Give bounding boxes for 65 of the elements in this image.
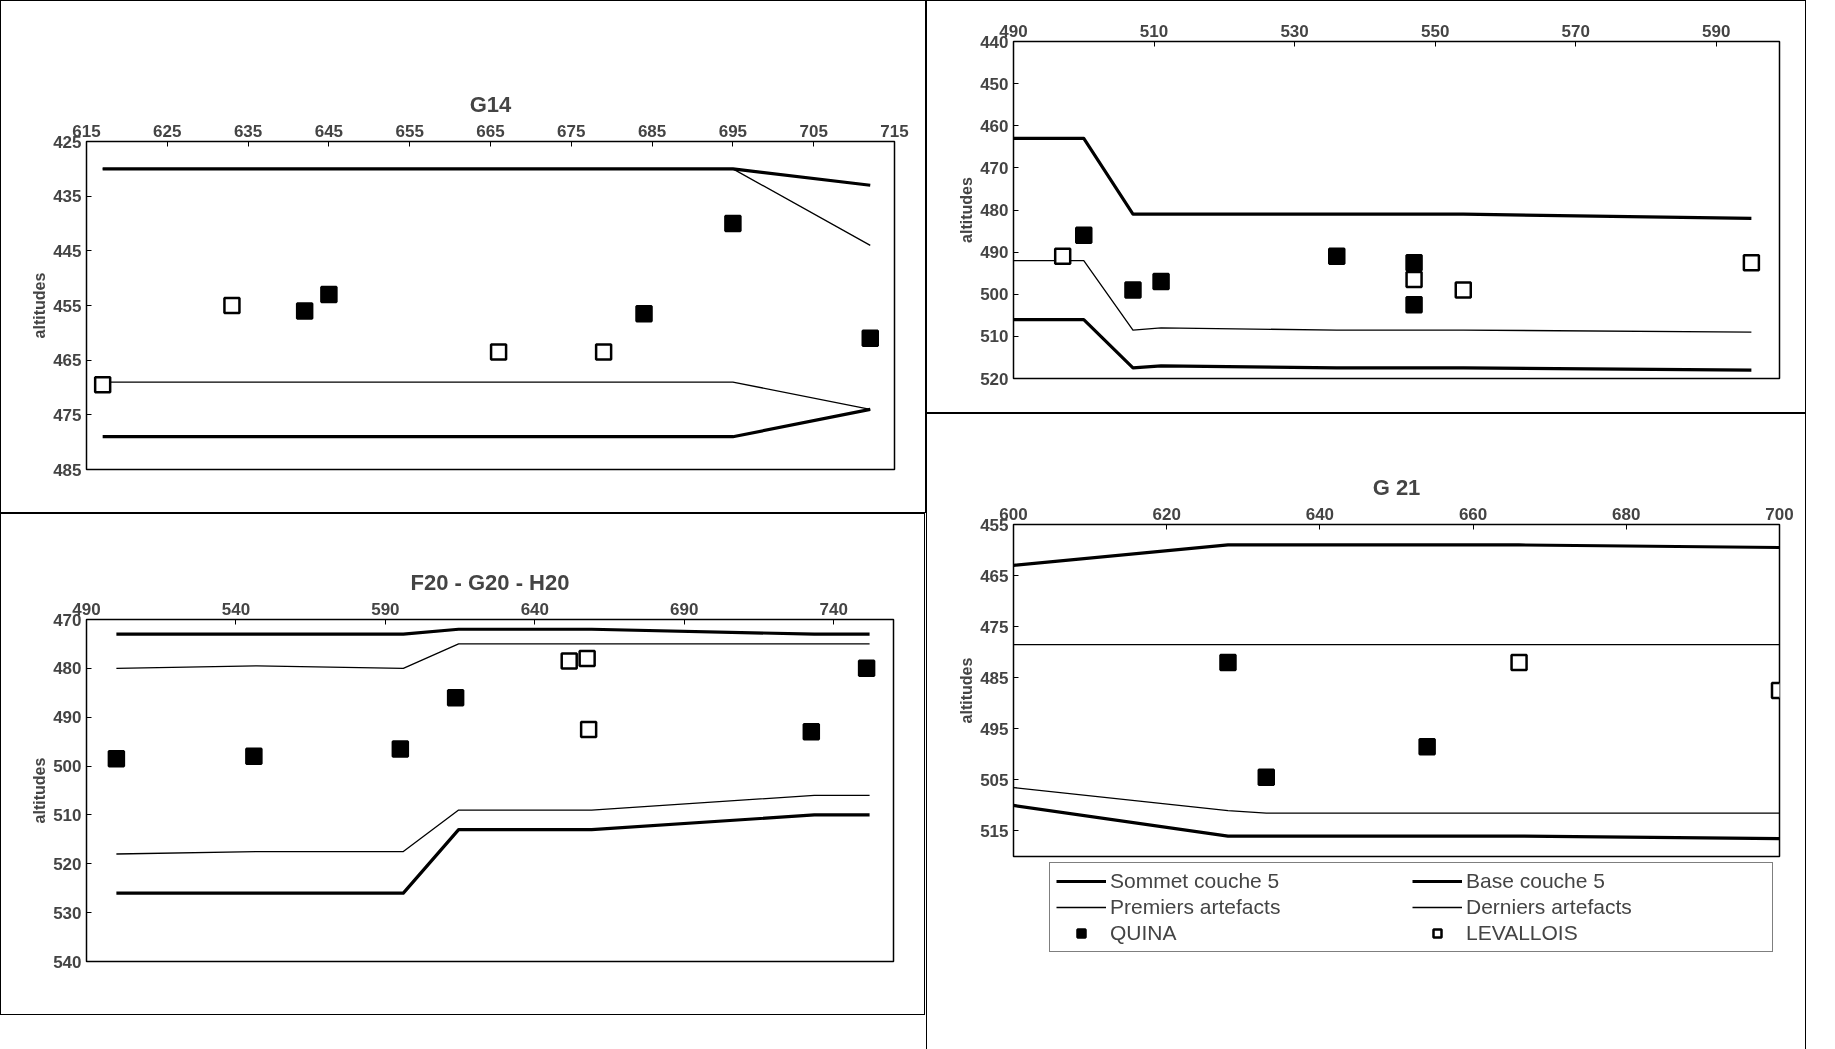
x-tick-label: 705: [799, 121, 828, 141]
x-tick-label: 635: [233, 121, 263, 141]
y-tick-label: 475: [53, 405, 82, 425]
y-tick-label: 465: [53, 351, 82, 371]
y-tick-label: 510: [53, 805, 82, 825]
chart-title: F20 - G20 - H20: [410, 569, 570, 595]
legend-label: QUINA: [1110, 921, 1178, 945]
y-tick-label: 485: [980, 668, 1009, 688]
x-tick-label: 530: [1280, 21, 1309, 41]
y-tick-label: 515: [980, 821, 1009, 841]
x-tick-label: 660: [1458, 504, 1488, 524]
x-tick-label: 715: [880, 121, 909, 141]
y-tick-label: 465: [980, 566, 1009, 586]
legend-label: Derniers artefacts: [1466, 895, 1633, 919]
x-tick-label: 680: [1612, 504, 1641, 524]
x-tick-label: 590: [371, 599, 400, 619]
legend-label: Base couche 5: [1466, 869, 1606, 893]
y-tick-label: 510: [980, 327, 1009, 347]
x-tick-label: 625: [153, 121, 182, 141]
legend-label: Sommet couche 5: [1110, 869, 1281, 893]
y-tick-label: 520: [53, 854, 82, 874]
x-tick-label: 540: [221, 599, 251, 619]
x-tick-label: 620: [1152, 504, 1181, 524]
y-tick-label: 460: [980, 116, 1009, 136]
y-tick-label: 450: [980, 74, 1009, 94]
chart-title: G 21: [1372, 474, 1421, 500]
x-tick-label: 550: [1420, 21, 1450, 41]
x-tick-label: 695: [718, 121, 748, 141]
x-tick-label: 645: [314, 121, 344, 141]
y-axis-title: altitudes: [958, 177, 976, 243]
y-tick-label: 500: [980, 285, 1009, 305]
y-tick-label: 490: [980, 243, 1009, 263]
y-tick-label: 495: [980, 719, 1009, 739]
y-tick-label: 470: [980, 158, 1009, 178]
y-tick-label: 540: [53, 952, 82, 972]
y-tick-label: 475: [980, 617, 1009, 637]
y-tick-label: 520: [980, 369, 1009, 389]
x-tick-label: 740: [819, 599, 848, 619]
x-tick-label: 640: [520, 599, 550, 619]
y-tick-label: 490: [53, 708, 82, 728]
x-tick-label: 510: [1139, 21, 1169, 41]
x-tick-label: 685: [637, 121, 667, 141]
x-tick-label: 700: [1765, 504, 1794, 524]
y-axis-title: altitudes: [31, 272, 49, 339]
x-tick-label: 675: [557, 121, 586, 141]
y-tick-label: 500: [53, 757, 82, 777]
legend-label: LEVALLOIS: [1466, 921, 1579, 945]
y-tick-label: 435: [53, 187, 82, 207]
y-tick-label: 455: [53, 296, 82, 316]
y-tick-label: 480: [980, 201, 1009, 220]
x-tick-label: 690: [670, 599, 699, 619]
y-axis-title: altitudes: [31, 757, 49, 824]
y-tick-label: 445: [53, 241, 82, 261]
legend-label: Premiers artefacts: [1110, 895, 1282, 919]
x-tick-label: 570: [1561, 21, 1590, 41]
chart-title: G14: [469, 91, 513, 117]
y-tick-label: 480: [53, 659, 82, 679]
y-tick-label: 530: [53, 903, 82, 923]
x-tick-label: 665: [476, 121, 505, 141]
x-tick-label: 590: [1702, 21, 1731, 41]
y-axis-title: altitudes: [958, 657, 976, 724]
y-tick-label: 485: [53, 460, 82, 480]
y-tick-label: 505: [980, 770, 1009, 790]
x-tick-label: 655: [395, 121, 424, 141]
x-tick-label: 640: [1305, 504, 1335, 524]
